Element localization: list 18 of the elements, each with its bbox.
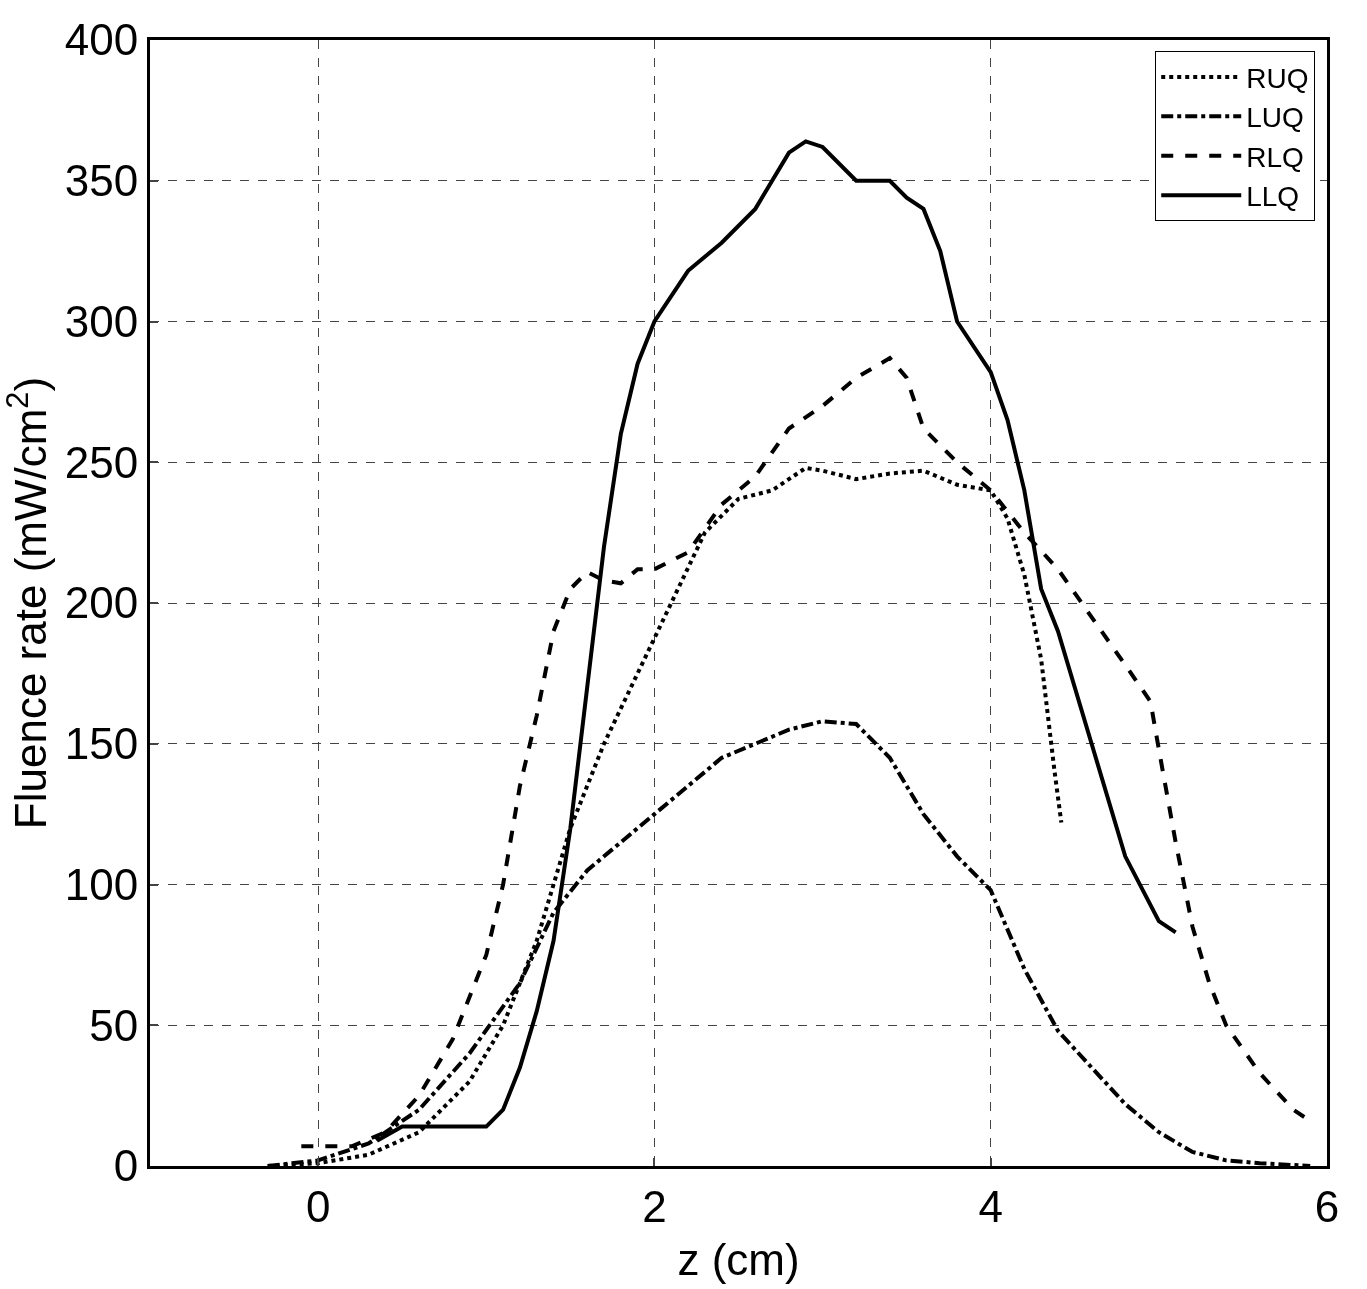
x-tick-label: 6 — [1314, 1181, 1340, 1231]
y-tick-label: 100 — [64, 859, 139, 909]
x-tick-label: 0 — [305, 1181, 331, 1231]
y-tick-label: 200 — [64, 578, 139, 628]
y-tick-label: 300 — [64, 296, 139, 346]
legend-label: RUQ — [1246, 62, 1309, 94]
y-tick-label: 250 — [64, 437, 139, 487]
legend-label: LLQ — [1246, 181, 1300, 213]
y-tick-label: 150 — [64, 719, 139, 769]
x-tick-label: 4 — [978, 1181, 1003, 1231]
y-tick-label: 0 — [113, 1141, 139, 1191]
x-axis-title: z (cm) — [677, 1235, 800, 1285]
x-tick-label: 2 — [642, 1181, 667, 1231]
y-tick-label: 400 — [64, 15, 139, 65]
y-tick-label: 50 — [89, 1000, 139, 1050]
y-tick-label: 350 — [64, 156, 139, 206]
legend-label: LUQ — [1246, 102, 1304, 134]
legend-label: RLQ — [1246, 141, 1304, 173]
